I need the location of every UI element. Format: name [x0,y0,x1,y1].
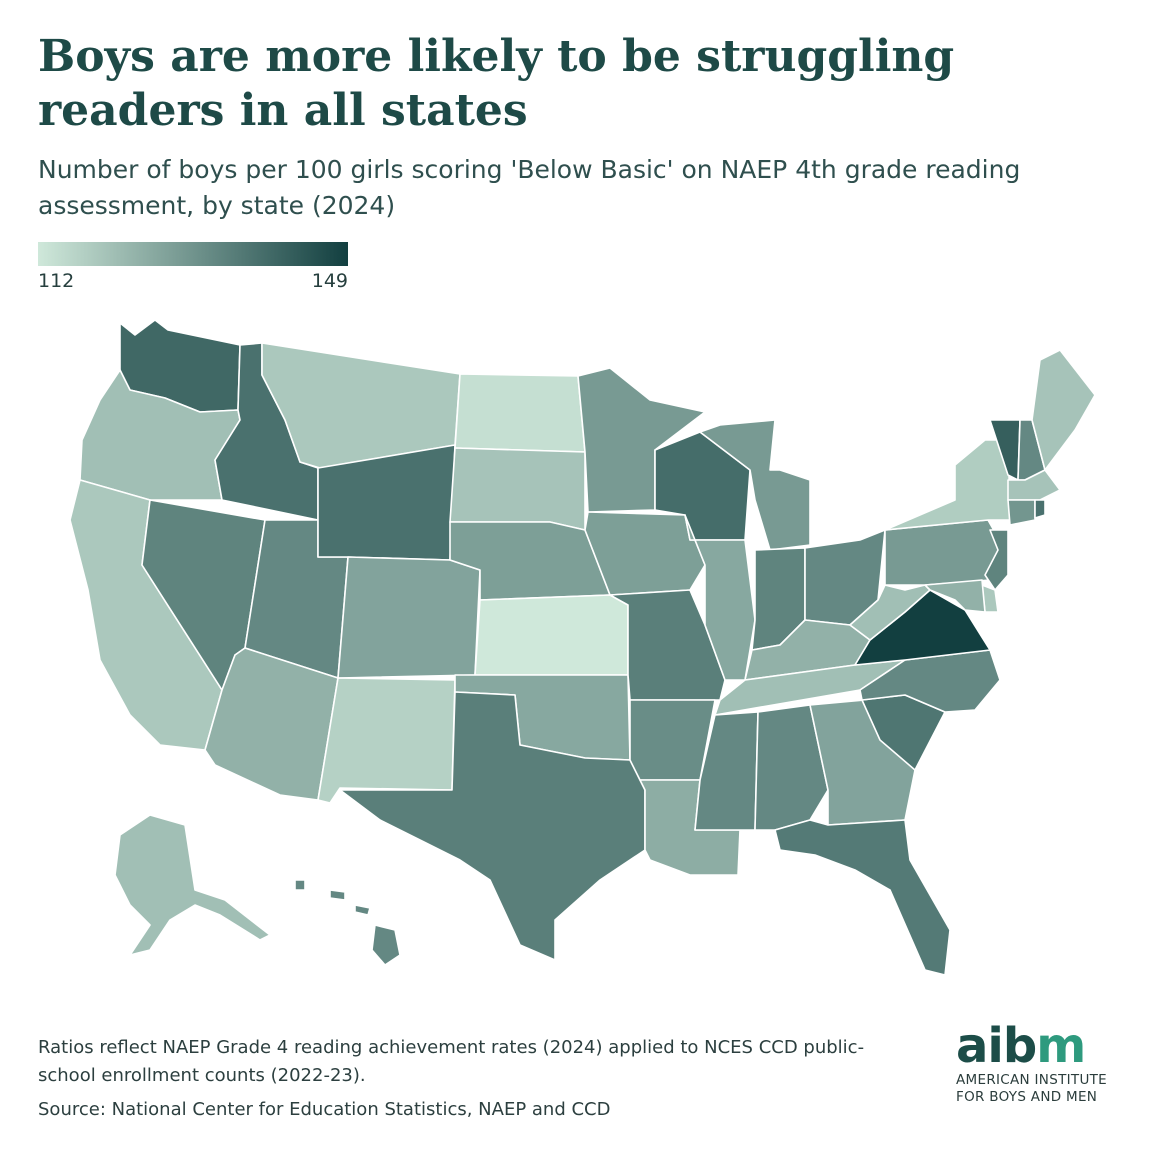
logo-line-1: AMERICAN INSTITUTE [956,1072,1108,1088]
chart-subtitle: Number of boys per 100 girls scoring 'Be… [38,155,1021,220]
state-maryland [924,579,986,613]
state-colorado [337,556,481,679]
us-choropleth-map [69,319,1096,976]
state-north-dakota [454,373,586,453]
chart-title: Boys are more likely to be struggling re… [38,31,955,136]
legend-min-label: 112 [38,270,75,292]
state-texas [339,691,646,961]
state-maine [1031,349,1096,471]
legend-max-label: 149 [311,270,348,292]
logo-word-a: aib [956,1018,1037,1074]
source-note: Source: National Center for Education St… [38,1099,611,1120]
logo-line-2: FOR BOYS AND MEN [956,1089,1098,1105]
logo-wordmark: aibm [956,1020,1156,1072]
logo-word-b: m [1036,1018,1086,1074]
state-west-virginia [849,584,931,641]
state-connecticut [1007,499,1036,526]
state-kansas [474,594,629,676]
legend-gradient-bar [38,242,348,266]
state-rhode-island [1034,499,1046,519]
state-illinois [684,514,756,681]
state-new-mexico [317,677,456,804]
state-michigan [699,419,811,551]
methodology-note: Ratios reflect NAEP Grade 4 reading achi… [38,1037,865,1086]
state-south-dakota [449,447,586,531]
aibm-logo: aibm AMERICAN INSTITUTE FOR BOYS AND MEN [956,1020,1156,1106]
state-new-york [884,439,1021,531]
state-alaska [114,814,271,956]
state-hawaii [294,879,401,966]
state-florida [774,819,951,976]
color-legend: 112 149 [38,242,348,296]
